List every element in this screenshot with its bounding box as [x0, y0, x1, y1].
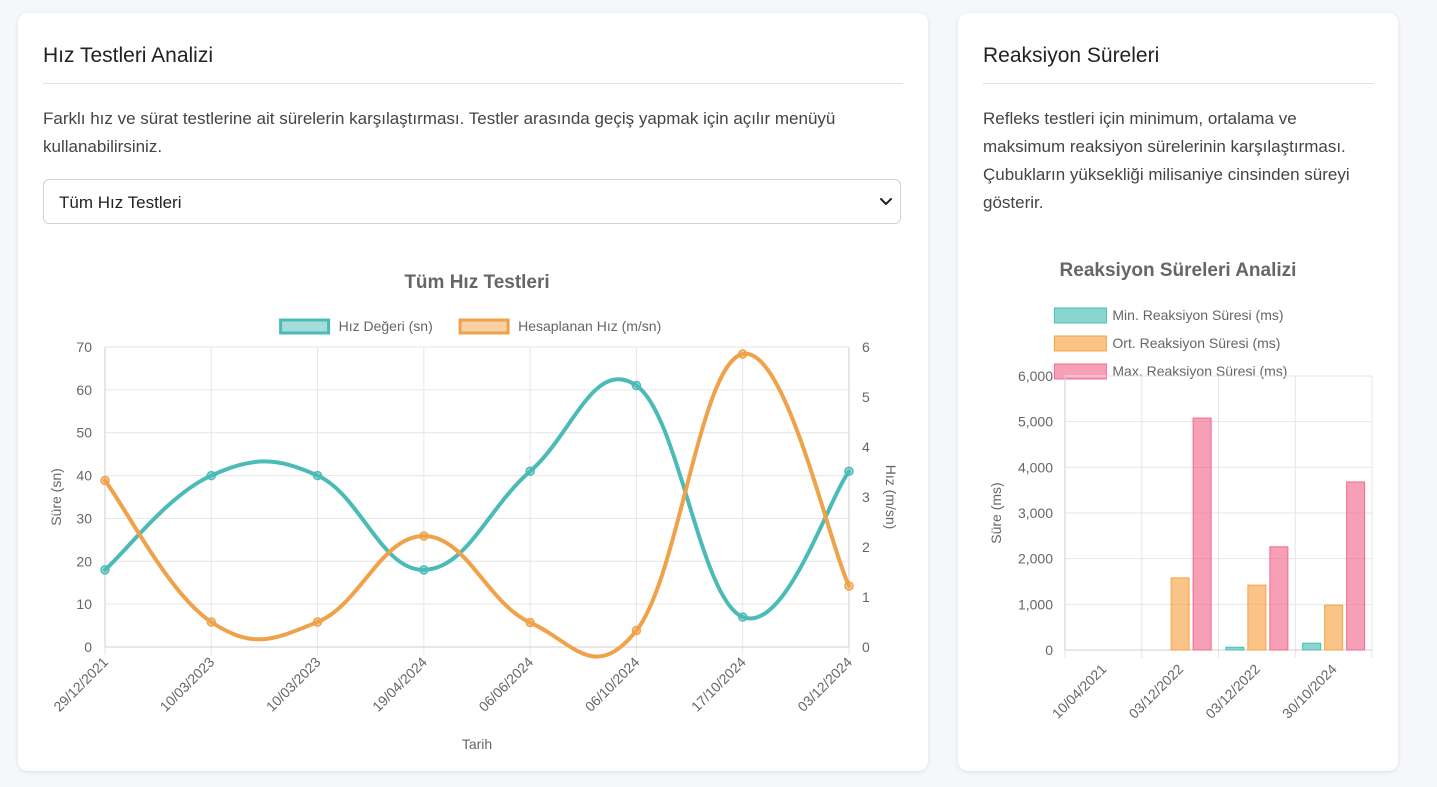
y2-tick-label: 5: [862, 389, 870, 405]
x-tick-label: 10/04/2021: [1049, 661, 1110, 722]
data-point: [206, 470, 217, 481]
y-tick-label: 3,000: [1018, 505, 1053, 521]
x-tick-label: 10/03/2023: [263, 654, 324, 715]
reaction-bar-chart: Reaksiyon Süreleri Analizi Min. Reaksiyon…: [988, 260, 1373, 722]
description-line: kullanabilirsiniz.: [43, 137, 163, 156]
data-point: [100, 475, 110, 486]
legend-swatch: [458, 318, 510, 335]
x-tick-label: 29/12/2021: [50, 654, 111, 715]
y-tick-label: 40: [76, 468, 92, 484]
y2-axis-title: Hız (m/sn): [883, 465, 899, 530]
y2-tick-label: 2: [862, 539, 870, 555]
bar: [1225, 646, 1245, 651]
series-line: [103, 351, 851, 659]
y-tick-label: 6,000: [1018, 368, 1053, 384]
bar: [1170, 577, 1190, 651]
data-point: [525, 466, 535, 477]
data-point: [100, 565, 110, 575]
y-tick-label: 1,000: [1018, 596, 1053, 612]
x-tick-label: 19/04/2024: [369, 654, 430, 715]
data-point: [631, 380, 642, 391]
x-tick-label: 06/06/2024: [475, 654, 536, 715]
legend-label: Max. Reaksiyon Süresi (ms): [1112, 363, 1287, 379]
divider: [983, 83, 1374, 84]
chart-title: Reaksiyon Süreleri Analizi: [1060, 260, 1297, 281]
y-tick-label: 30: [76, 510, 92, 526]
chevron-down-icon: [876, 192, 896, 217]
description-line: Refleks testleri için minimum, ortalama …: [983, 109, 1297, 128]
y-axis-title: Süre (ms): [988, 482, 1004, 543]
x-tick-label: 10/03/2023: [157, 654, 218, 715]
y-tick-label: 10: [76, 596, 92, 612]
y2-tick-label: 0: [862, 639, 870, 655]
card-title: Reaksiyon Süreleri: [983, 44, 1160, 67]
data-point: [312, 470, 323, 481]
data-point: [525, 617, 535, 628]
y-tick-label: 50: [76, 425, 92, 441]
description-line: maksimum reaksiyon sürelerinin karşılaşt…: [983, 137, 1346, 156]
y2-tick-label: 1: [862, 589, 870, 605]
y-tick-label: 20: [76, 553, 92, 569]
x-tick-label: 03/12/2024: [794, 654, 855, 715]
x-axis-title: Tarih: [462, 736, 492, 752]
y-tick-label: 5,000: [1018, 414, 1053, 430]
data-point: [419, 531, 429, 541]
data-point: [312, 617, 323, 627]
x-tick-label: 17/10/2024: [688, 654, 749, 715]
description-line: gösterir.: [983, 193, 1044, 212]
data-point: [737, 349, 748, 359]
y-tick-label: 4,000: [1018, 459, 1053, 475]
legend-swatch: [1053, 335, 1107, 352]
y-tick-label: 0: [1045, 642, 1053, 658]
x-tick-label: 03/12/2022: [1125, 661, 1186, 722]
series-line: [103, 377, 851, 621]
speed-tests-card: Hız Testleri Analizi Farklı hız ve sürat…: [18, 13, 928, 771]
card-description: Farklı hız ve sürat testlerine ait sürel…: [43, 105, 913, 161]
bar: [1324, 604, 1344, 651]
legend-swatch: [1053, 307, 1107, 324]
data-point: [844, 466, 854, 477]
y2-tick-label: 6: [862, 339, 870, 355]
x-tick-label: 06/10/2024: [582, 654, 643, 715]
y-axis-title: Süre (sn): [48, 468, 64, 526]
legend-swatch: [279, 318, 331, 335]
data-point: [737, 612, 748, 622]
y2-tick-label: 4: [862, 439, 870, 455]
data-point: [844, 581, 854, 591]
divider: [43, 83, 903, 84]
x-tick-label: 03/12/2022: [1202, 661, 1263, 722]
y-tick-label: 60: [76, 382, 92, 398]
legend-label: Ort. Reaksiyon Süresi (ms): [1112, 335, 1280, 351]
y-tick-label: 70: [76, 339, 92, 355]
bar: [1269, 546, 1289, 651]
chart-title: Tüm Hız Testleri: [404, 272, 549, 293]
bar: [1192, 417, 1212, 651]
bar: [1346, 481, 1366, 651]
y-tick-label: 0: [84, 639, 92, 655]
reaction-times-card: Reaksiyon Süreleri Refleks testleri için…: [958, 13, 1398, 771]
legend-swatch: [1053, 363, 1107, 380]
card-description: Refleks testleri için minimum, ortalama …: [983, 105, 1383, 217]
bar: [1302, 642, 1322, 651]
legend-label: Hesaplanan Hız (m/sn): [518, 318, 661, 334]
data-point: [631, 625, 642, 636]
card-title: Hız Testleri Analizi: [43, 44, 214, 67]
speed-line-chart: Tüm Hız Testleri Hız Değeri (sn) Hesaplana…: [48, 272, 899, 752]
test-select[interactable]: Tüm Hız Testleri: [43, 179, 901, 224]
data-point: [206, 617, 217, 627]
legend-label: Hız Değeri (sn): [339, 318, 433, 334]
description-line: Farklı hız ve sürat testlerine ait sürel…: [43, 109, 836, 128]
y2-tick-label: 3: [862, 489, 870, 505]
legend-label: Min. Reaksiyon Süresi (ms): [1112, 307, 1283, 323]
test-select-value: Tüm Hız Testleri: [59, 193, 182, 212]
data-point: [419, 565, 429, 575]
x-tick-label: 30/10/2024: [1279, 661, 1340, 722]
description-line: Çubukların yüksekliği milisaniye cinsind…: [983, 165, 1350, 184]
y-tick-label: 2,000: [1018, 551, 1053, 567]
bar: [1247, 584, 1267, 651]
